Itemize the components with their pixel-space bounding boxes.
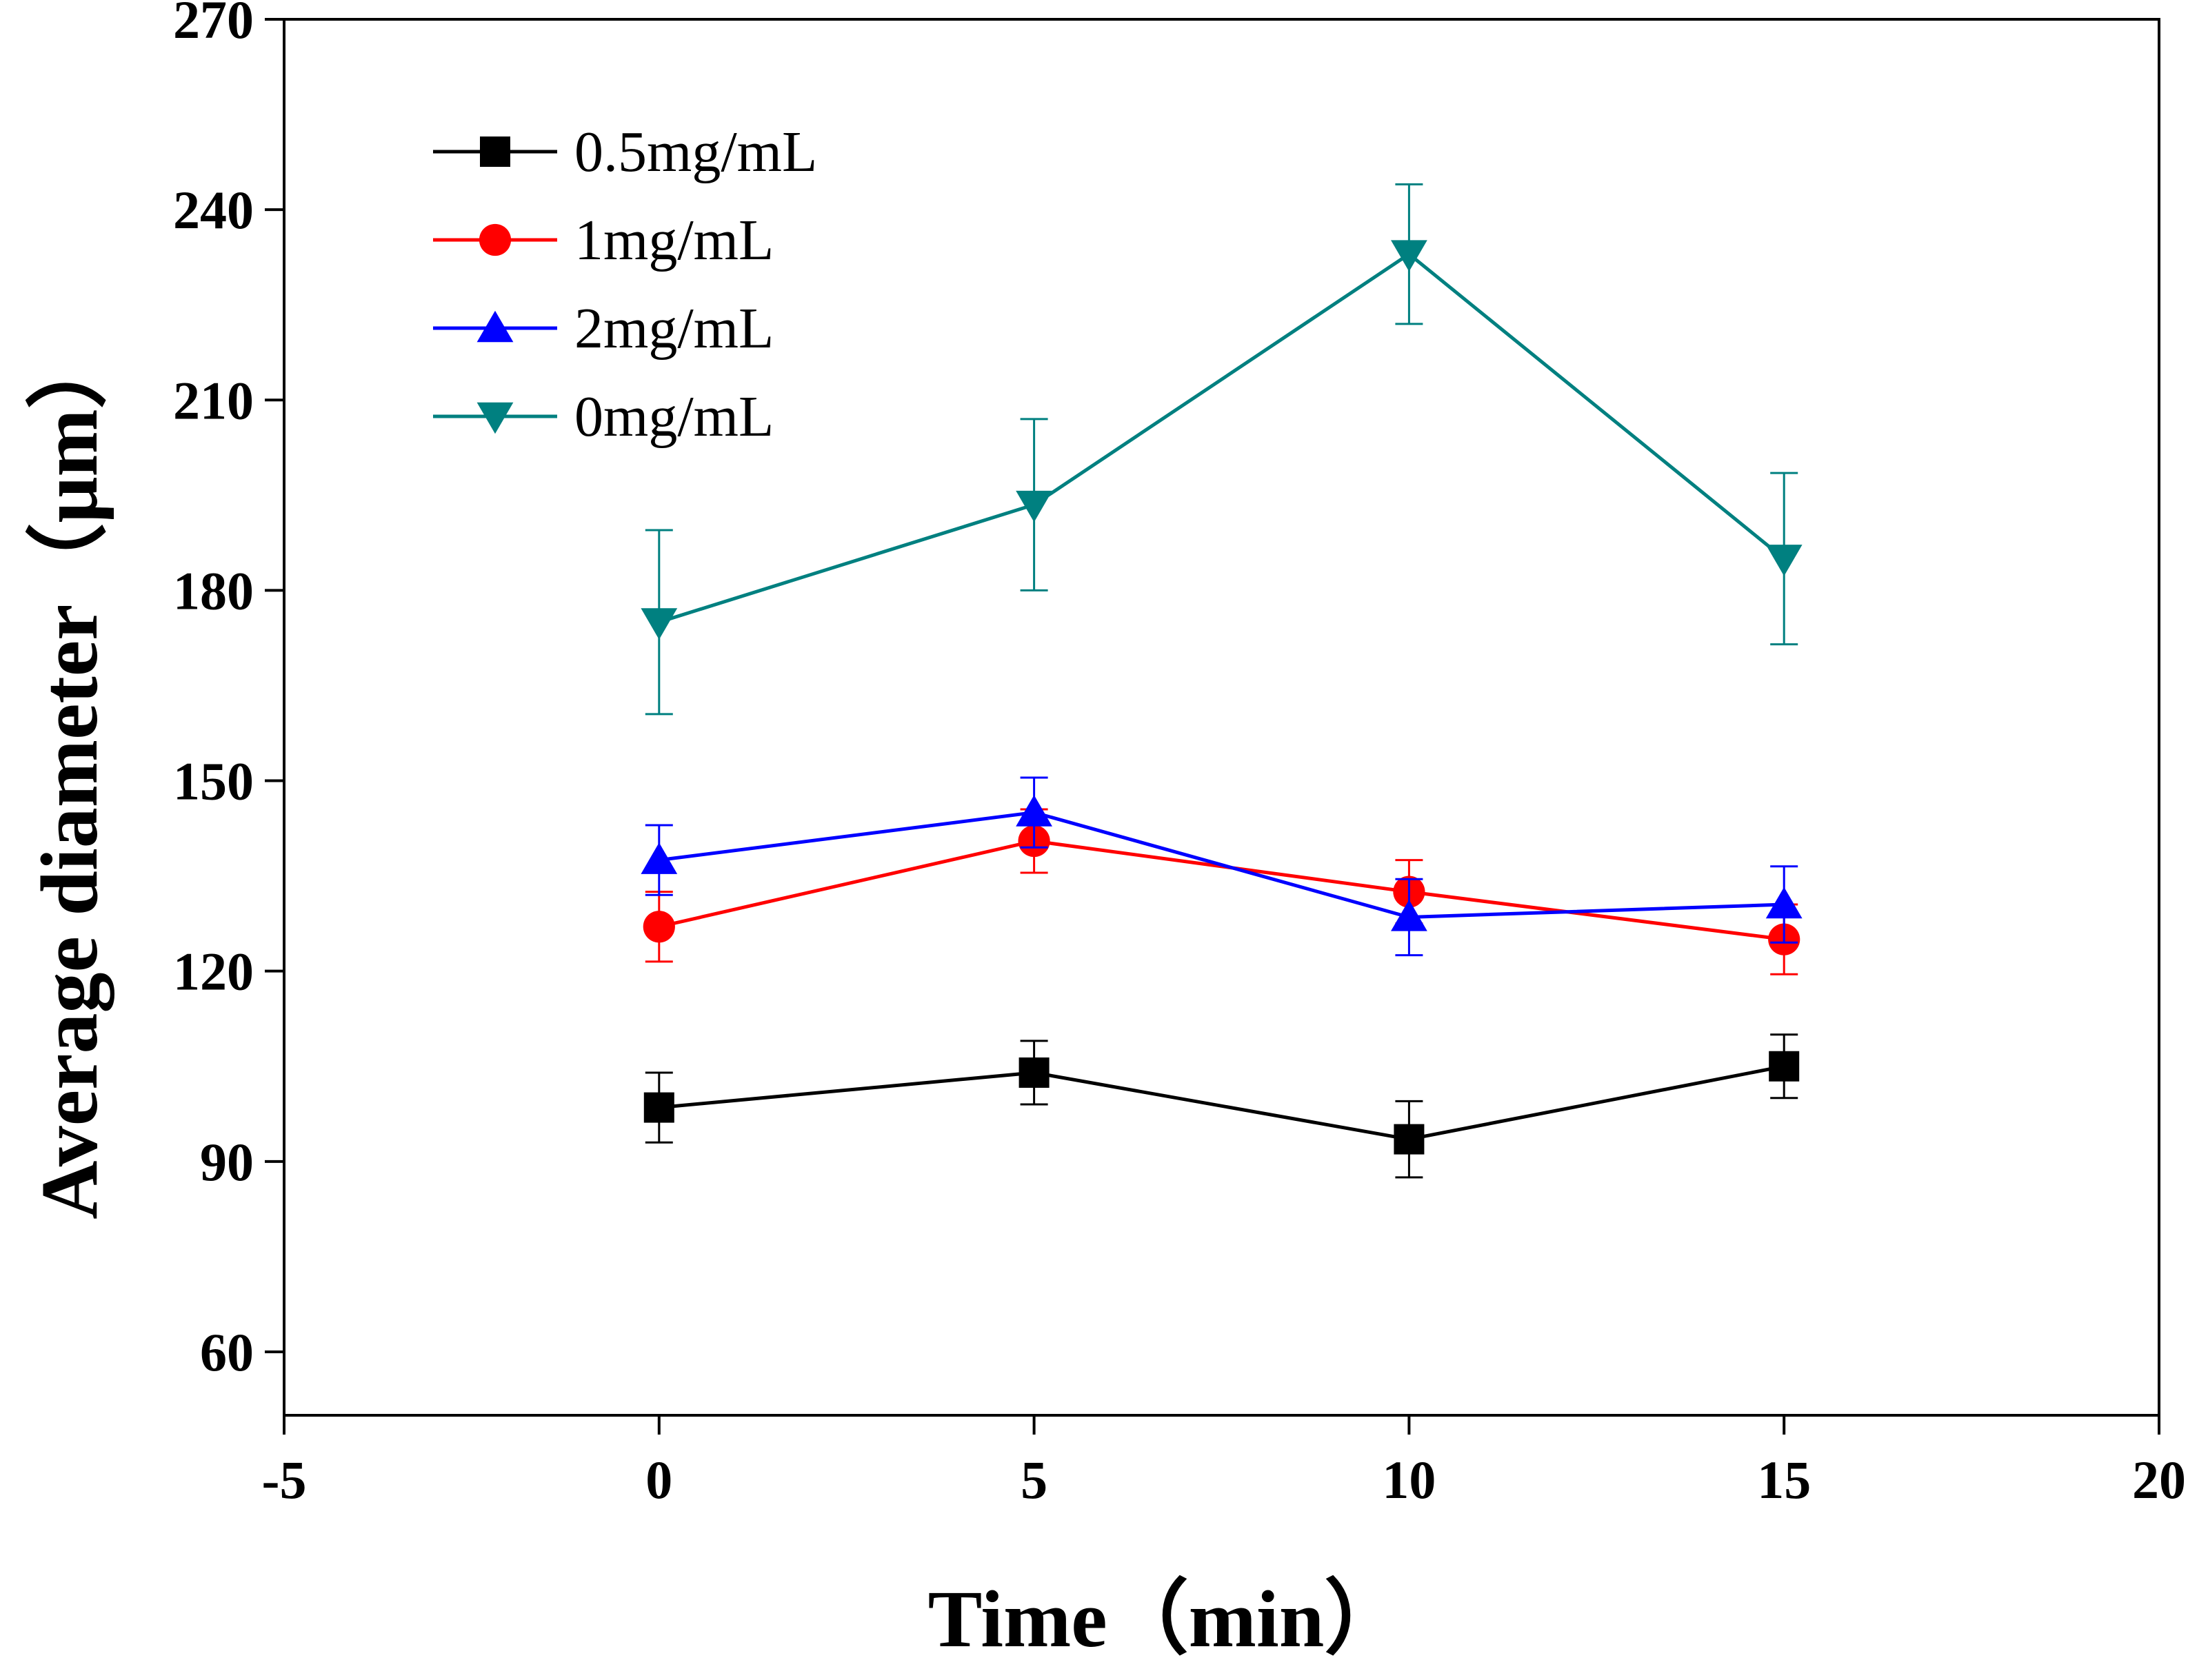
series-line [659,1064,1785,1142]
data-point [1018,1057,1050,1088]
plot-series [641,183,1803,1179]
data-point [641,842,678,874]
data-point [1394,1124,1425,1155]
data-point [641,608,678,640]
legend-item-0mg-ml: 0mg/mL [433,385,774,449]
data-point [1765,887,1803,919]
x-tick-label: 5 [1021,1450,1047,1510]
y-tick-label: 210 [173,370,254,430]
legend-item-2mg-ml: 2mg/mL [433,296,774,361]
y-tick-label: 240 [173,180,254,240]
series-line [659,252,1785,624]
legend-marker [476,402,514,434]
legend-label: 0.5mg/mL [574,120,817,184]
x-axis: -5 0 5 10 15 20 [262,1415,2186,1510]
data-point [1769,1051,1800,1082]
series-0-5mg-ml [643,1033,1800,1179]
y-tick-label: 180 [173,560,254,620]
legend-marker [480,136,510,167]
x-tick-label: -5 [262,1450,307,1510]
x-tick-label: 10 [1382,1450,1436,1510]
y-tick-label: 270 [173,0,254,50]
data-point [643,1092,674,1123]
legend-item-0-5mg-ml: 0.5mg/mL [433,120,817,184]
plot-frame [283,18,2160,1417]
y-tick-label: 150 [173,751,254,811]
y-axis: 60 90 120 150 180 210 240 270 [173,0,284,1382]
y-tick-label: 60 [200,1322,254,1382]
x-axis-title: Time（min） [928,1574,1406,1664]
legend-label: 0mg/mL [574,385,774,449]
legend-marker [479,223,512,256]
x-tick-label: 20 [2132,1450,2186,1510]
y-axis-title: Average diameter（μm） [24,327,114,1219]
data-point [1391,900,1427,931]
y-tick-label: 120 [173,942,254,1002]
legend-label: 1mg/mL [574,208,774,272]
legend-item-1mg-ml: 1mg/mL [433,208,774,272]
data-point [1016,490,1052,523]
x-tick-label: 0 [645,1450,672,1510]
data-point [643,911,675,943]
legend-marker [476,310,514,343]
legend-label: 2mg/mL [574,296,774,361]
series-line [659,811,1785,919]
y-tick-label: 90 [200,1132,254,1192]
data-point [1391,240,1427,272]
series-2mg-ml [641,776,1803,957]
data-point [1016,795,1052,827]
series-0mg-ml [641,183,1803,716]
data-point [1765,545,1803,576]
x-tick-label: 15 [1757,1450,1811,1510]
legend: 0.5mg/mL 1mg/mL 2mg/mL 0mg/mL [433,120,817,449]
